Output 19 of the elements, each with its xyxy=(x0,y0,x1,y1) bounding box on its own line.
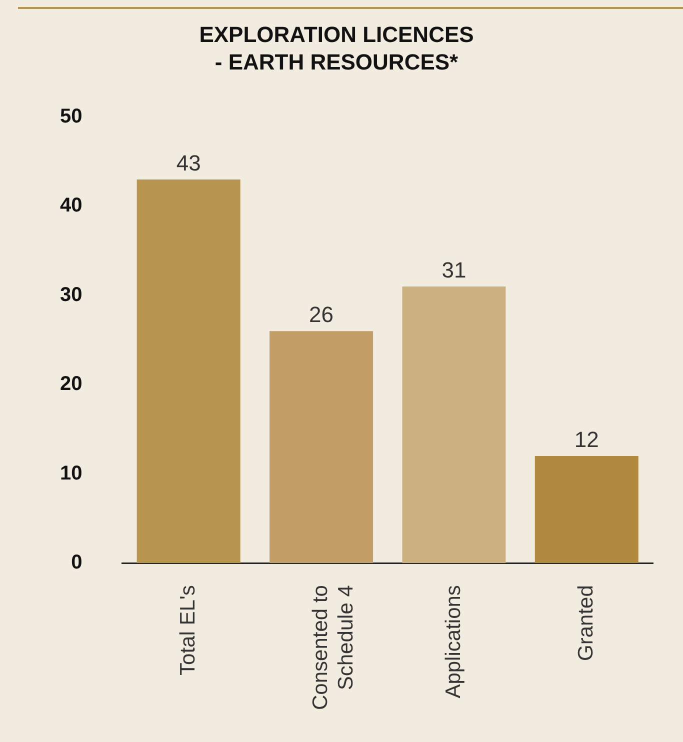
x-tick-label: Granted xyxy=(574,585,598,661)
x-tick-label: Applications xyxy=(442,585,465,698)
bar xyxy=(136,179,240,564)
data-label: 26 xyxy=(309,302,334,328)
x-tick-label: Consented to Schedule 4 xyxy=(309,584,358,710)
y-tick-label: 30 xyxy=(60,284,82,306)
y-tick-label: 0 xyxy=(71,552,82,574)
y-tick-label: 50 xyxy=(60,106,82,128)
y-tick-label: 20 xyxy=(60,373,82,396)
bar xyxy=(534,456,638,564)
y-tick-label: 10 xyxy=(60,462,82,484)
bar xyxy=(270,331,374,564)
y-tick-label: 40 xyxy=(60,194,82,217)
chart-title: EXPLORATION LICENCES - EARTH RESOURCES* xyxy=(199,22,474,74)
bar xyxy=(402,286,506,564)
data-label: 31 xyxy=(442,258,466,283)
data-label: 43 xyxy=(176,150,201,176)
data-label: 12 xyxy=(574,427,599,452)
x-tick-label: Total EL's xyxy=(176,585,200,676)
